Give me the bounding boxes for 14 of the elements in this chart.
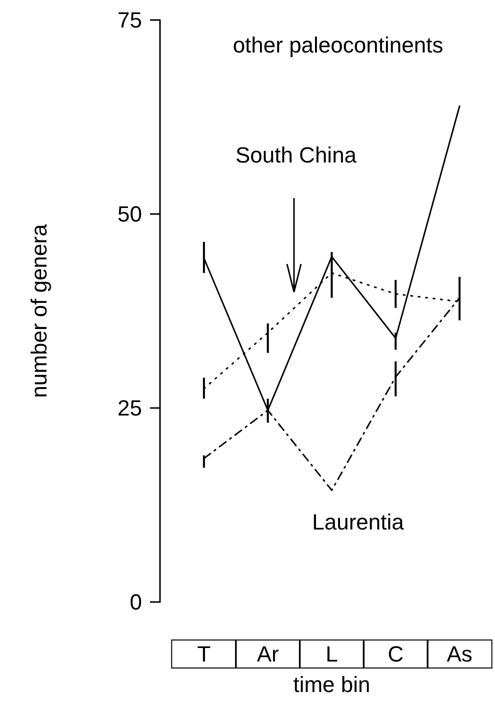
x-axis-title: time bin bbox=[293, 672, 370, 697]
x-tick-label: T bbox=[197, 642, 211, 666]
x-tick-label: Ar bbox=[256, 642, 279, 666]
annotation: South China bbox=[235, 142, 358, 168]
y-tick-label: 50 bbox=[118, 202, 142, 226]
x-tick-label: C bbox=[388, 642, 404, 666]
x-tick-label: As bbox=[446, 642, 472, 666]
annotation: other paleocontinents bbox=[232, 32, 444, 58]
annotation: Laurentia bbox=[312, 510, 405, 534]
y-tick-label: 25 bbox=[118, 396, 142, 420]
y-tick-label: 0 bbox=[130, 590, 142, 614]
y-axis-title: number of genera bbox=[26, 223, 52, 398]
x-tick-label: L bbox=[326, 642, 338, 666]
y-tick-label: 75 bbox=[118, 8, 142, 32]
